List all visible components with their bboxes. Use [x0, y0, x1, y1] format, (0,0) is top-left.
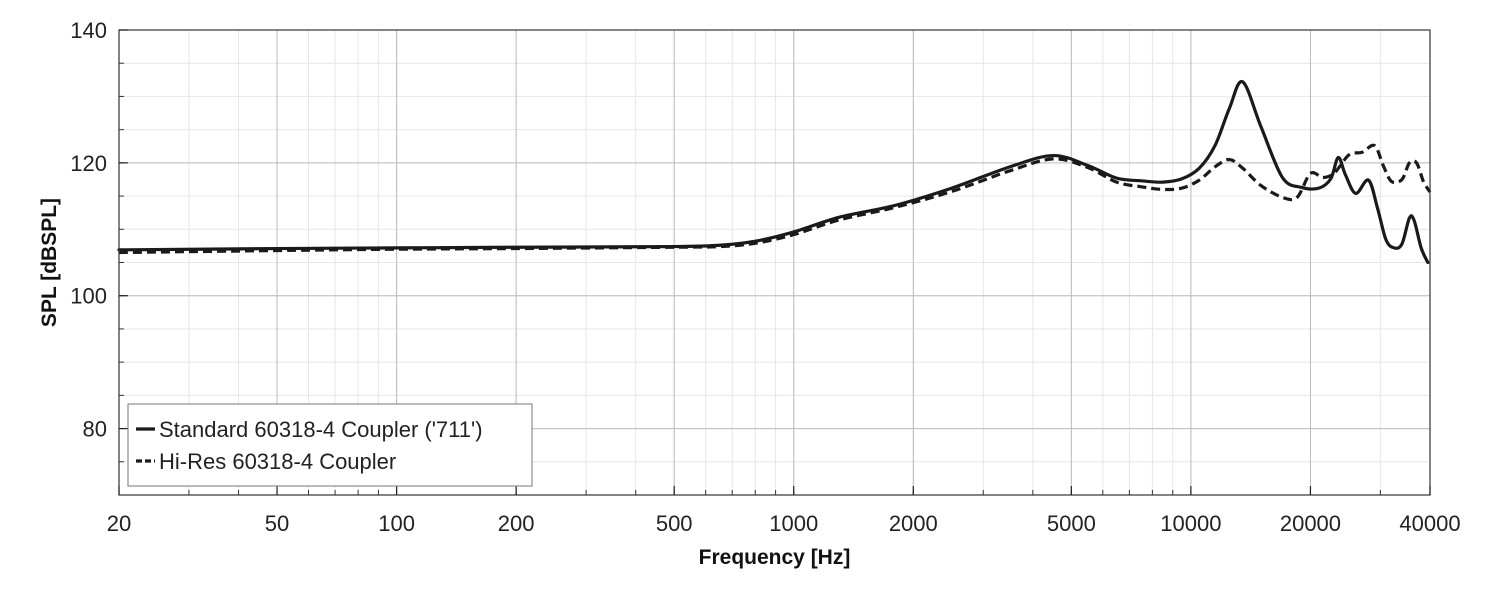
series-layer	[117, 80, 1432, 265]
axis-ticks	[118, 29, 1431, 496]
y-tick-label: 100	[70, 284, 107, 309]
y-axis-label: SPL [dBSPL]	[38, 198, 61, 327]
x-tick-label: 500	[656, 511, 693, 536]
x-tick-label: 10000	[1160, 511, 1221, 536]
x-tick-label: 50	[265, 511, 289, 536]
x-tick-label: 20000	[1280, 511, 1341, 536]
legend: Standard 60318-4 Coupler ('711') Hi-Res 6…	[127, 403, 533, 487]
y-tick-labels: 80 100 120 140	[70, 18, 107, 442]
x-tick-label: 1000	[769, 511, 818, 536]
x-tick-labels: 20 50 100 200 500 1000 2000 5000 10000 20000 40000	[107, 511, 1461, 536]
x-axis-label: Frequency [Hz]	[699, 546, 851, 569]
x-tick-label: 20	[107, 511, 131, 536]
x-tick-label: 2000	[889, 511, 938, 536]
y-tick-label: 80	[83, 417, 107, 442]
series-line-hi-res	[118, 143, 1432, 255]
x-tick-label: 100	[378, 511, 415, 536]
y-tick-label: 120	[70, 151, 107, 176]
legend-entry-label: Standard 60318-4 Coupler ('711')	[159, 417, 483, 442]
x-tick-label: 40000	[1399, 511, 1460, 536]
y-tick-label: 140	[70, 18, 107, 43]
series-line-standard-711	[117, 80, 1430, 265]
x-tick-label: 200	[498, 511, 535, 536]
legend-box	[127, 403, 533, 487]
legend-entry-label: Hi-Res 60318-4 Coupler	[159, 449, 396, 474]
x-tick-label: 5000	[1047, 511, 1096, 536]
